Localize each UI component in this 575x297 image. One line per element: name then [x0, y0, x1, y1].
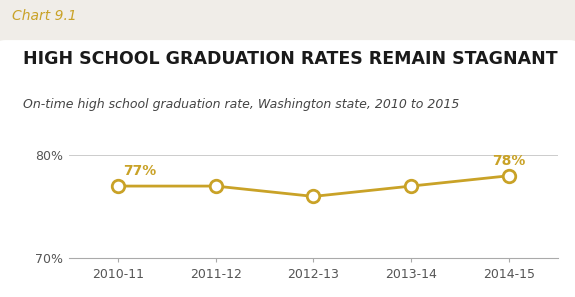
- Text: On-time high school graduation rate, Washington state, 2010 to 2015: On-time high school graduation rate, Was…: [23, 98, 459, 111]
- Text: HIGH SCHOOL GRADUATION RATES REMAIN STAGNANT: HIGH SCHOOL GRADUATION RATES REMAIN STAG…: [23, 50, 558, 69]
- FancyBboxPatch shape: [0, 40, 575, 297]
- Text: Chart 9.1: Chart 9.1: [12, 9, 76, 23]
- Text: 78%: 78%: [492, 154, 526, 168]
- Text: 77%: 77%: [123, 164, 156, 178]
